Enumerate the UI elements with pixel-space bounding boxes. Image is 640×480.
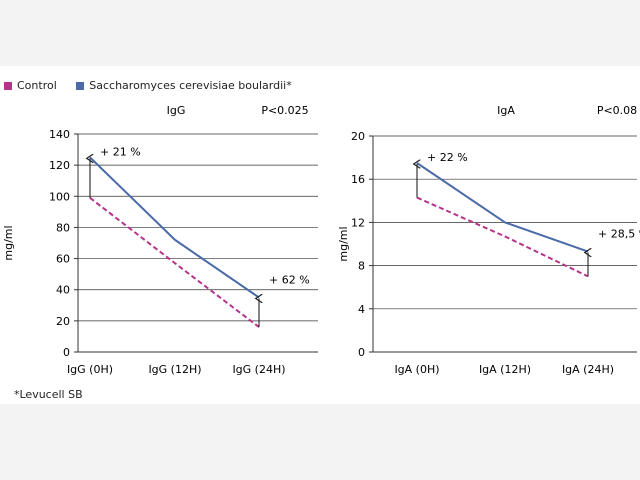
y-tick-label: 60 — [56, 253, 70, 266]
change-label: + 22 % — [427, 151, 468, 164]
y-tick-label: 4 — [358, 303, 365, 316]
change-label: + 21 % — [100, 145, 141, 158]
legend-item-boulardii: Saccharomyces cerevisiae boulardii* — [76, 78, 292, 92]
x-tick-label: IgA (12H) — [479, 363, 531, 376]
x-tick-label: IgG (12H) — [148, 363, 201, 376]
chart-title: IgG — [167, 104, 186, 117]
y-tick-label: 8 — [358, 260, 365, 273]
legend-label-control: Control — [17, 78, 57, 92]
y-tick-label: 100 — [49, 190, 70, 203]
y-axis-label: mg/ml — [337, 226, 350, 261]
y-tick-label: 140 — [49, 128, 70, 141]
x-tick-label: IgA (24H) — [562, 363, 614, 376]
y-tick-label: 120 — [49, 159, 70, 172]
y-tick-label: 40 — [56, 284, 70, 297]
chart-iga: 0 4 8 12 16 20 IgA (0H) IgA (12H) IgA (24H) mg/ml… — [337, 104, 640, 376]
y-tick-label: 20 — [56, 315, 70, 328]
y-tick-label: 16 — [351, 173, 365, 186]
series-line-boulardii — [416, 162, 589, 253]
p-value-annotation: P<0.08 — [597, 104, 637, 117]
x-tick-label: IgG (24H) — [232, 363, 285, 376]
legend-swatch-boulardii — [76, 81, 85, 90]
series-line-control — [416, 196, 589, 278]
chart-igg: 0 20 40 60 80 100 120 140 IgG (0H) IgG (12H) IgG (… — [2, 104, 318, 376]
chart-title: IgA — [497, 104, 515, 117]
legend-label-boulardii: Saccharomyces cerevisiae boulardii* — [89, 78, 292, 92]
y-tick-label: 0 — [63, 346, 70, 359]
change-label: + 28,5 % — [598, 228, 640, 241]
figure: Control Saccharomyces cerevisiae boulard… — [0, 66, 640, 404]
y-tick-label: 80 — [56, 221, 70, 234]
y-axis-label: mg/ml — [2, 225, 15, 260]
legend-swatch-control — [4, 81, 12, 90]
y-tick-label: 12 — [351, 216, 365, 229]
change-label: + 62 % — [269, 274, 310, 287]
y-tick-label: 20 — [351, 130, 365, 143]
p-value-annotation: P<0.025 — [261, 104, 308, 117]
series-line-control — [89, 197, 260, 328]
x-tick-label: IgG (0H) — [67, 363, 113, 376]
legend: Control Saccharomyces cerevisiae boulard… — [4, 78, 308, 92]
legend-item-control: Control — [4, 79, 57, 92]
x-tick-label: IgA (0H) — [394, 363, 439, 376]
y-tick-label: 0 — [358, 346, 365, 359]
footnote: *Levucell SB — [14, 388, 83, 401]
